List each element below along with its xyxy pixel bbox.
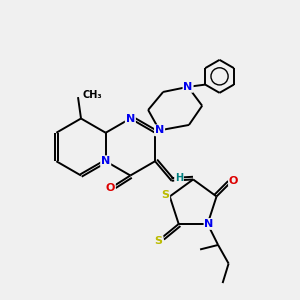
Text: O: O	[229, 176, 238, 186]
Text: N: N	[183, 82, 193, 92]
Text: N: N	[205, 219, 214, 229]
Text: N: N	[126, 113, 135, 124]
Text: S: S	[161, 190, 169, 200]
Text: S: S	[154, 236, 163, 246]
Text: N: N	[155, 125, 164, 135]
Text: H: H	[175, 173, 183, 183]
Text: CH₃: CH₃	[82, 90, 102, 100]
Text: O: O	[106, 183, 115, 194]
Text: N: N	[101, 156, 110, 166]
